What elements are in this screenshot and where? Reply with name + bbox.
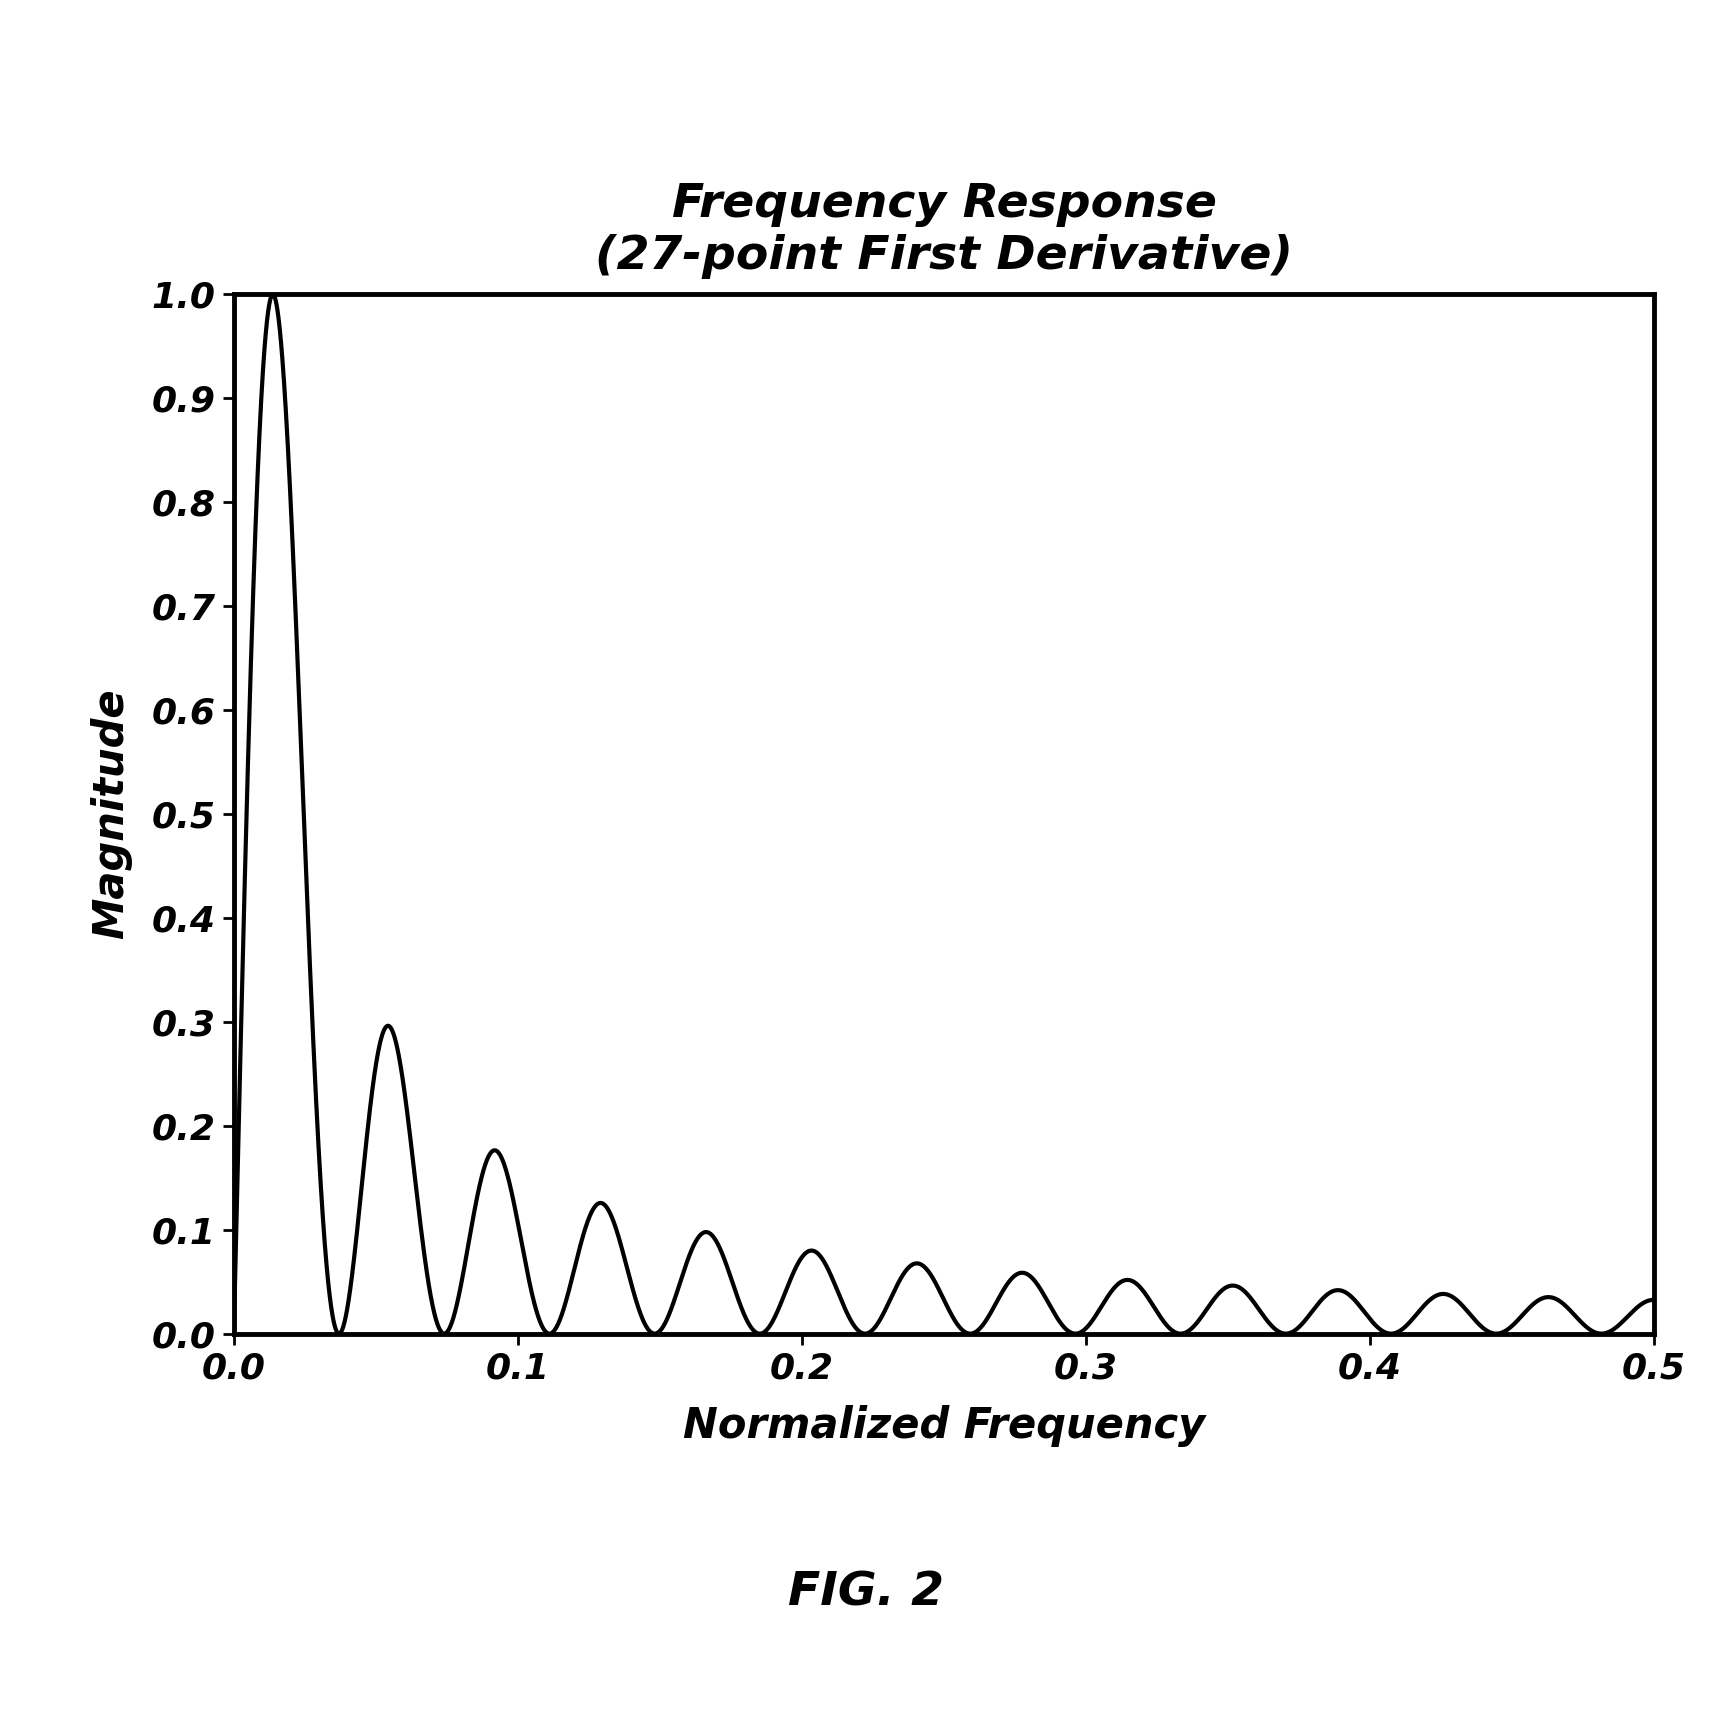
X-axis label: Normalized Frequency: Normalized Frequency [682,1405,1205,1448]
Text: FIG. 2: FIG. 2 [788,1571,944,1616]
Title: Frequency Response
(27-point First Derivative): Frequency Response (27-point First Deriv… [594,182,1294,279]
Y-axis label: Magnitude: Magnitude [90,689,132,939]
